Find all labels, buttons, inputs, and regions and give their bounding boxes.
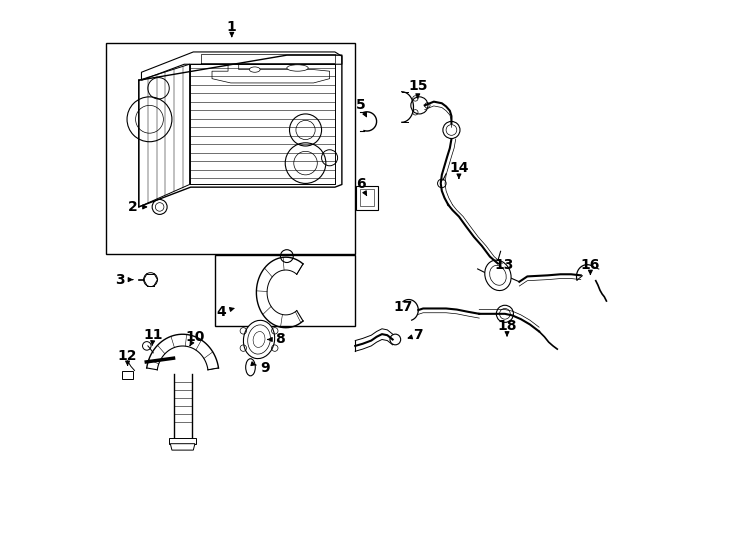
Text: 4: 4 [217, 305, 227, 319]
Text: 1: 1 [227, 20, 236, 34]
Text: 5: 5 [356, 98, 366, 112]
Bar [360, 190, 374, 206]
Text: 2: 2 [128, 200, 138, 214]
Bar [123, 371, 133, 379]
Text: 16: 16 [581, 258, 600, 272]
Text: 14: 14 [449, 161, 469, 176]
Ellipse shape [244, 320, 275, 359]
Text: 15: 15 [408, 79, 427, 93]
Bar [214, 255, 355, 326]
Ellipse shape [490, 266, 506, 285]
Polygon shape [142, 52, 342, 80]
Text: 11: 11 [143, 328, 163, 342]
Polygon shape [170, 438, 196, 444]
Ellipse shape [247, 325, 270, 354]
Bar [106, 43, 355, 254]
Ellipse shape [484, 260, 511, 291]
Ellipse shape [250, 67, 260, 72]
Text: 8: 8 [275, 333, 286, 347]
Text: 6: 6 [356, 178, 366, 192]
Text: 18: 18 [497, 319, 517, 333]
Ellipse shape [253, 332, 265, 347]
Text: 10: 10 [185, 330, 205, 344]
Text: 7: 7 [413, 328, 423, 342]
Text: 17: 17 [393, 300, 413, 314]
Bar [356, 186, 378, 210]
Ellipse shape [287, 65, 308, 71]
Text: 13: 13 [495, 258, 514, 272]
Polygon shape [170, 444, 195, 450]
Text: 12: 12 [118, 348, 137, 362]
Text: 3: 3 [115, 273, 125, 287]
Ellipse shape [246, 359, 255, 376]
Text: 9: 9 [261, 361, 270, 375]
